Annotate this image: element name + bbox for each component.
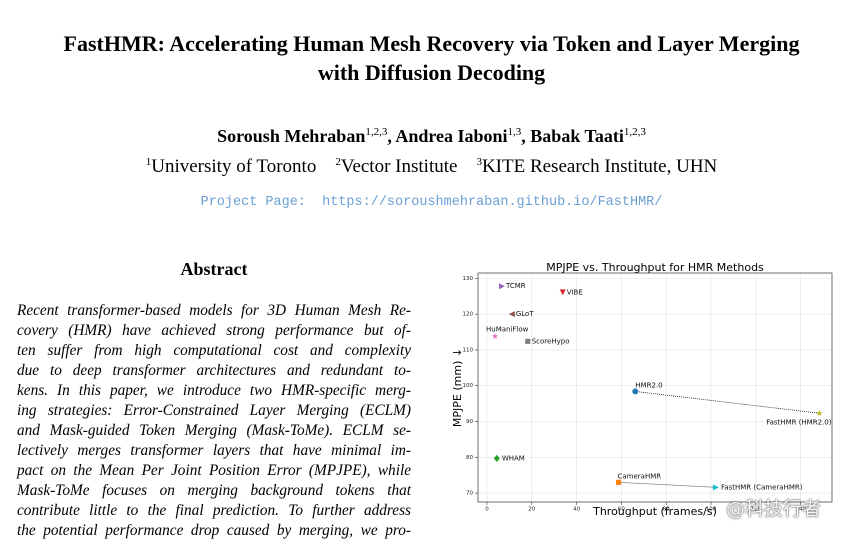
y-tick-label: 90	[466, 419, 473, 425]
data-point	[816, 409, 823, 416]
x-tick-label: 40	[573, 507, 580, 513]
data-point	[559, 289, 566, 296]
x-tick-label: 140	[795, 507, 806, 513]
author-sup: 1,2,3	[623, 126, 646, 138]
title-line: FastHMR: Accelerating Human Mesh Recover…	[63, 31, 800, 56]
abstract-line: contribute little to the final predictio…	[17, 502, 411, 519]
x-axis-label: Throughput (frames/s)	[592, 505, 717, 518]
affil-name: Vector Institute	[340, 156, 458, 177]
point-label: FastHMR (CameraHMR)	[721, 483, 803, 491]
y-tick-label: 100	[463, 383, 474, 389]
y-tick-label: 130	[463, 276, 474, 282]
data-point	[632, 388, 639, 395]
point-label: GLoT	[516, 310, 534, 318]
plot-frame	[477, 272, 833, 503]
abstract-line: and Mask-guided Token Merging (Mask-ToMe…	[17, 422, 411, 439]
abstract-line: the potential performance drop caused by…	[17, 522, 411, 539]
data-point	[493, 454, 500, 462]
abstract-heading: Abstract	[180, 259, 248, 279]
point-label: FastHMR (HMR2.0)	[766, 418, 831, 426]
data-point	[491, 333, 499, 340]
y-tick-label: 110	[463, 347, 474, 353]
x-tick-label: 120	[751, 507, 762, 513]
data-point	[615, 479, 622, 485]
abstract-line: covery (HMR) have achieved strong perfor…	[17, 322, 411, 339]
project-url[interactable]: https://soroushmehraban.github.io/FastHM…	[322, 195, 663, 210]
author-name: Soroush Mehraban	[217, 126, 366, 146]
affiliations: 1University of Toronto 2Vector Institute…	[0, 156, 863, 178]
y-tick-label: 120	[463, 312, 474, 318]
project-label: Project Page:	[200, 195, 306, 210]
connector	[618, 481, 716, 488]
affil-sup: 3	[476, 156, 482, 168]
abstract-line: pact on the Mean Per Joint Position Erro…	[17, 462, 411, 479]
point-label: ScoreHypo	[532, 337, 570, 345]
x-tick-label: 20	[528, 507, 535, 513]
authors: Soroush Mehraban1,2,3, Andrea Iaboni1,3,…	[217, 126, 646, 146]
author-sup: 1,3	[507, 126, 522, 138]
point-label: VIBE	[567, 288, 583, 296]
x-tick-label: 0	[485, 507, 489, 513]
connector	[635, 391, 820, 414]
point-label: WHAM	[502, 454, 525, 462]
y-axis-label: MPJPE (mm) ↓	[451, 348, 464, 427]
project-link: Project Page: https://soroushmehraban.gi…	[0, 195, 863, 210]
point-label: TCMR	[505, 282, 526, 290]
plot-area	[478, 273, 832, 502]
abstract-line: due to deep transformer architectures an…	[17, 362, 411, 379]
data-point	[508, 311, 515, 318]
author-name: Andrea Iaboni	[395, 126, 508, 146]
abstract-line: Recent transformer-based models for 3D H…	[17, 302, 411, 319]
data-point	[498, 283, 505, 290]
data-point	[712, 484, 719, 491]
affil-sup: 2	[335, 156, 341, 168]
abstract-line: ten suffer from high computational cost …	[17, 342, 411, 359]
x-tick-label: 100	[706, 507, 717, 513]
title-line: with Diffusion Decoding	[317, 60, 546, 85]
affil-name: University of Toronto	[151, 156, 317, 177]
x-tick-label: 80	[663, 507, 670, 513]
affil-sup: 1	[145, 156, 152, 168]
point-label: HuManiFlow	[486, 325, 529, 333]
abstract-line: ing strategies: Error-Constrained Layer …	[17, 402, 411, 419]
abstract-line: kens. In this paper, we introduce two HM…	[17, 382, 411, 399]
chart-title: MPJPE vs. Throughput for HMR Methods	[546, 261, 764, 274]
watermark: @科技行者	[726, 498, 822, 520]
author-name: Babak Taati	[530, 126, 624, 146]
data-point	[525, 338, 531, 344]
author-sup: 1,2,3	[365, 126, 388, 138]
point-label: CameraHMR	[617, 472, 661, 480]
y-tick-label: 70	[466, 491, 473, 497]
abstract-line: Mask-ToMe focuses on merging background …	[17, 482, 411, 499]
point-label: HMR2.0	[635, 381, 662, 389]
y-tick-label: 80	[466, 455, 473, 461]
abstract-line: lectively merges transformer layers that…	[17, 442, 411, 459]
affil-name: KITE Research Institute, UHN	[481, 156, 718, 177]
x-tick-label: 60	[618, 507, 625, 513]
